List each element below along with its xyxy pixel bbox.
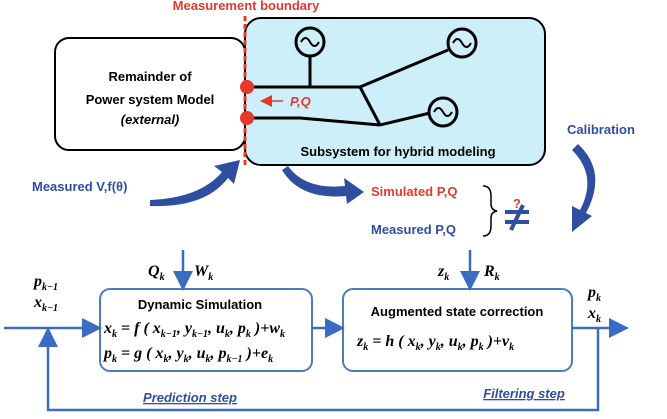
math-token: k [509, 342, 514, 353]
math-token: k [246, 329, 251, 340]
output-x: xk [587, 305, 601, 325]
math-token: = g ( x [117, 345, 163, 362]
math-token: k−1 [192, 329, 208, 340]
math-token: R [483, 263, 495, 280]
math-token: k [444, 272, 449, 283]
math-token: x [33, 294, 42, 311]
math-token: k−1 [42, 303, 58, 314]
simulated-label: Simulated P,Q [371, 184, 457, 199]
math-token: = f ( x [117, 320, 161, 337]
flow-arrows [4, 250, 629, 412]
math-token: k [205, 354, 210, 365]
prior-x: xk−1 [33, 294, 58, 314]
math-token: k [479, 342, 484, 353]
math-token: k [163, 354, 168, 365]
math-token: W [194, 263, 210, 280]
external-box [54, 37, 246, 151]
measurement-point [240, 111, 254, 125]
measurement-r: Rk [483, 263, 500, 283]
prediction-step: Prediction step [143, 390, 237, 405]
math-token: , y [167, 345, 184, 362]
external-line: Power system Model [86, 92, 215, 107]
math-token: z [356, 333, 364, 350]
process-w: Wk [194, 263, 213, 283]
math-token: k [458, 342, 463, 353]
prediction-title: Dynamic Simulation [138, 297, 262, 312]
flow-label: P,Q [290, 94, 311, 109]
calibration-label: Calibration [567, 122, 635, 137]
math-token: )+v [484, 333, 510, 350]
math-token: k [495, 272, 500, 283]
math-token: k−1 [226, 354, 242, 365]
external-line: Remainder of [108, 69, 192, 84]
output-p: pk [586, 284, 601, 304]
math-token: k [280, 329, 285, 340]
math-token: , y [176, 320, 193, 337]
filter-title: Augmented state correction [371, 304, 544, 319]
math-token: k−1 [42, 282, 58, 293]
filter-eq: zk = h ( xk, yk, uk, pk )+vk [356, 333, 514, 353]
math-token: = h ( x [368, 333, 415, 350]
math-token: , u [440, 333, 458, 350]
measured-input-label: Measured V,f(θ) [32, 179, 127, 194]
math-token: k [160, 272, 165, 283]
math-token: k [363, 342, 368, 353]
measurement-z: zk [437, 263, 449, 283]
math-token: k [436, 342, 441, 353]
math-token: k [184, 354, 189, 365]
boundary-label: Measurement boundary [173, 0, 320, 13]
math-token: )+w [251, 320, 280, 337]
math-token: k [225, 329, 230, 340]
math-token: k [112, 329, 117, 340]
math-token: p [586, 284, 596, 301]
math-token: k [596, 293, 601, 304]
math-token: z [437, 263, 445, 280]
math-token: k−1 [161, 329, 177, 340]
measured-label: Measured P,Q [371, 222, 456, 237]
mismatch-mark: ? [513, 196, 521, 211]
math-token: k [416, 342, 421, 353]
prior-p: pk−1 [32, 273, 58, 293]
filtering-step: Filtering step [483, 386, 565, 401]
math-token: , u [207, 320, 225, 337]
math-token: )+e [243, 345, 269, 362]
math-token: , p [229, 320, 246, 337]
math-token: , y [420, 333, 437, 350]
curved-arrows [150, 144, 596, 232]
math-token: , p [209, 345, 226, 362]
prediction-eq: xk = f ( xk−1, yk−1, uk, pk )+wk [103, 320, 285, 340]
external-line: (external) [121, 112, 180, 127]
math-token: k [596, 314, 601, 325]
math-token: k [112, 354, 117, 365]
math-token: p [32, 273, 42, 290]
math-token: x [103, 320, 112, 337]
math-token: Q [148, 263, 160, 280]
math-token: k [268, 354, 273, 365]
prediction-eq: pk = g ( xk, yk, uk, pk−1 )+ek [102, 345, 273, 365]
math-token: p [102, 345, 112, 362]
filter-box [342, 288, 573, 372]
subsystem-label: Subsystem for hybrid modeling [300, 144, 495, 159]
network [248, 26, 478, 128]
measurement-point [240, 80, 254, 94]
not-equal [505, 204, 529, 231]
process-q: Qk [148, 263, 165, 283]
brace [482, 185, 498, 237]
math-token: , u [188, 345, 206, 362]
math-token: x [587, 305, 596, 322]
subsystem-box [244, 17, 546, 166]
math-token: k [208, 272, 213, 283]
math-token: , p [462, 333, 479, 350]
